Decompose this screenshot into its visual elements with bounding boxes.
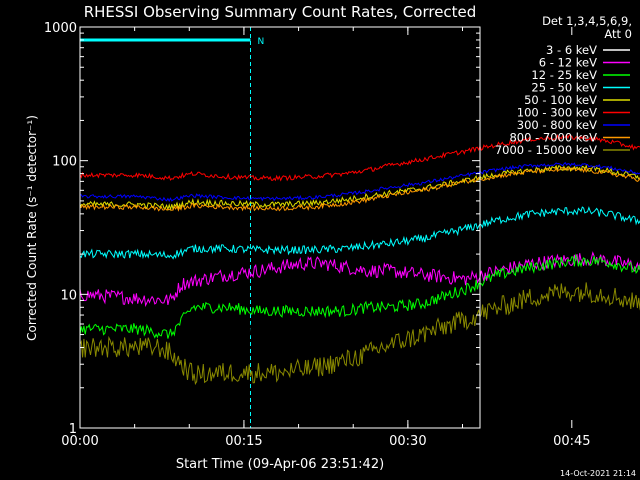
legend-entry-7: 300 - 800 keV: [517, 118, 597, 132]
x-tick-label: 00:30: [389, 434, 426, 449]
series-line-5: [79, 164, 640, 212]
legend-entry-5: 50 - 100 keV: [524, 93, 597, 107]
y-tick-label: 1: [69, 422, 77, 437]
generation-date: 14-Oct-2021 21:14: [560, 469, 636, 478]
x-tick-label: 00:15: [225, 434, 262, 449]
flag-label-n: N: [257, 37, 264, 47]
plot-frame: [79, 26, 481, 429]
legend-entry-4: 25 - 50 keV: [531, 81, 597, 95]
x-axis-label: Start Time (09-Apr-06 23:51:42): [176, 457, 384, 472]
series-line-3: [79, 253, 640, 339]
series-line-1: [79, 275, 640, 415]
series-line-9: [79, 282, 640, 386]
y-tick-label: 100: [52, 155, 77, 170]
y-tick-label: 10: [60, 288, 77, 303]
legend-entry-6: 100 - 300 keV: [517, 106, 597, 120]
legend-header-line-1: Det 1,3,4,5,6,9,: [542, 14, 632, 28]
series-line-7: [79, 161, 640, 203]
legend-entry-9: 7000 - 15000 keV: [495, 143, 597, 157]
legend-header-line-2: Att 0: [604, 27, 632, 41]
legend-entry-1: 3 - 6 keV: [546, 43, 597, 57]
legend-entry-2: 6 - 12 keV: [539, 56, 597, 70]
x-tick-label: 00:00: [61, 434, 98, 449]
series-line-4: [79, 206, 640, 260]
legend-entry-3: 12 - 25 keV: [531, 68, 597, 82]
x-tick-label: 00:45: [553, 434, 590, 449]
legend-entry-8: 800 - 7000 keV: [509, 131, 597, 145]
series-line-8: [79, 166, 640, 212]
series-line-2: [79, 251, 640, 308]
series-line-6: [79, 133, 640, 182]
y-axis-label: Corrected Count Rate (s⁻¹ detector⁻¹): [25, 115, 39, 341]
y-tick-label: 1000: [44, 21, 77, 36]
chart-title: RHESSI Observing Summary Count Rates, Co…: [84, 3, 477, 21]
